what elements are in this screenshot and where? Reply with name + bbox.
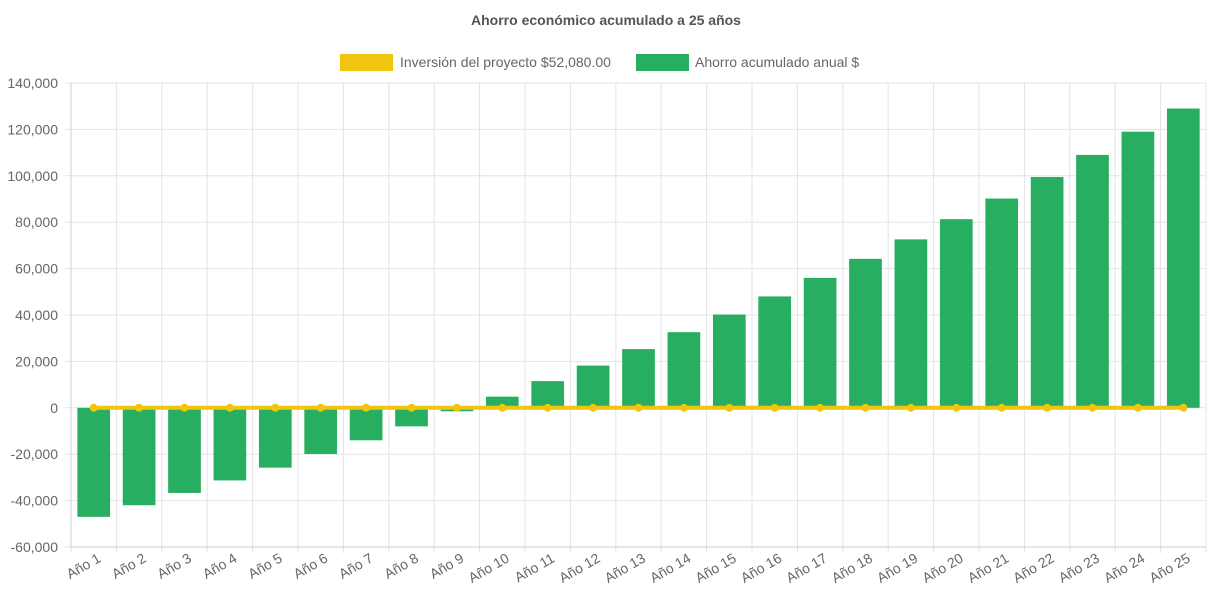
x-axis: Año 1 Año 2 Año 3 Año 4 Año 5 Año 6 Año 7 Año 8…	[64, 546, 1206, 586]
x-tick-label: Año 4	[200, 550, 240, 582]
legend-label-investment: Inversión del proyecto $52,080.00	[400, 54, 611, 70]
point-investment[interactable]	[1179, 403, 1188, 412]
y-tick-label: 140,000	[7, 75, 58, 91]
point-investment[interactable]	[816, 403, 825, 412]
point-investment[interactable]	[543, 403, 552, 412]
y-tick-label: 60,000	[15, 261, 58, 277]
point-investment[interactable]	[316, 403, 325, 412]
legend-item-investment[interactable]: Inversión del proyecto $52,080.00	[340, 54, 611, 71]
y-tick-label: -40,000	[11, 493, 59, 509]
x-tick-label: Año 7	[336, 550, 376, 582]
point-investment[interactable]	[225, 403, 234, 412]
bar-savings[interactable]	[894, 239, 928, 408]
bar-savings[interactable]	[1166, 108, 1200, 408]
bar-savings[interactable]	[622, 349, 655, 408]
point-investment[interactable]	[634, 403, 643, 412]
x-tick-label: Año 22	[1010, 550, 1057, 586]
bar-savings[interactable]	[258, 407, 292, 468]
x-tick-label: Año 9	[427, 550, 467, 582]
point-investment[interactable]	[770, 403, 779, 412]
point-investment[interactable]	[725, 403, 734, 412]
chart-title: Ahorro económico acumulado a 25 años	[471, 12, 741, 28]
y-tick-label: -20,000	[11, 446, 59, 462]
legend: Inversión del proyecto $52,080.00 Ahorro…	[340, 54, 859, 71]
bar-savings[interactable]	[485, 396, 519, 408]
bar-savings[interactable]	[712, 314, 746, 408]
point-investment[interactable]	[362, 403, 371, 412]
y-tick-label: 100,000	[7, 168, 58, 184]
bar-series	[77, 108, 1200, 517]
point-investment[interactable]	[952, 403, 961, 412]
line-series	[89, 403, 1188, 412]
x-tick-label: Año 14	[647, 550, 694, 586]
x-tick-label: Año 16	[738, 550, 785, 586]
point-investment[interactable]	[271, 403, 280, 412]
bar-savings[interactable]	[304, 407, 338, 454]
point-investment[interactable]	[452, 403, 461, 412]
x-tick-label: Año 10	[465, 550, 512, 586]
x-tick-label: Año 8	[381, 550, 421, 582]
bar-savings[interactable]	[849, 258, 882, 408]
bar-savings[interactable]	[576, 365, 610, 408]
x-tick-label: Año 6	[291, 550, 331, 582]
bar-savings[interactable]	[1121, 131, 1155, 408]
bar-savings[interactable]	[939, 219, 973, 408]
bar-savings[interactable]	[1030, 176, 1064, 408]
point-investment[interactable]	[498, 403, 507, 412]
x-tick-label: Año 1	[64, 550, 104, 582]
x-tick-label: Año 17	[783, 550, 830, 586]
bar-savings[interactable]	[168, 407, 201, 493]
point-investment[interactable]	[861, 403, 870, 412]
point-investment[interactable]	[1088, 403, 1097, 412]
y-tick-label: 80,000	[15, 214, 58, 230]
y-tick-label: 120,000	[7, 121, 58, 137]
bar-savings[interactable]	[395, 407, 428, 427]
x-tick-label: Año 15	[692, 550, 739, 586]
x-tick-label: Año 20	[919, 550, 966, 586]
x-tick-label: Año 21	[965, 550, 1012, 586]
x-tick-label: Año 11	[512, 550, 558, 586]
point-investment[interactable]	[1043, 403, 1052, 412]
y-axis: 140,000 120,000 100,000 80,000 60,000 40,000 2…	[7, 75, 72, 555]
x-tick-label: Año 18	[829, 550, 876, 586]
y-tick-label: -60,000	[11, 539, 59, 555]
point-investment[interactable]	[906, 403, 915, 412]
legend-swatch-savings	[636, 54, 689, 71]
legend-label-savings: Ahorro acumulado anual $	[695, 54, 859, 70]
point-investment[interactable]	[135, 403, 144, 412]
x-tick-label: Año 25	[1146, 550, 1193, 586]
x-tick-label: Año 19	[874, 550, 921, 586]
bar-savings[interactable]	[985, 198, 1019, 408]
bar-savings[interactable]	[77, 407, 111, 517]
x-tick-label: Año 23	[1056, 550, 1103, 586]
x-tick-label: Año 5	[245, 550, 285, 582]
y-tick-label: 20,000	[15, 353, 58, 369]
y-tick-label: 0	[50, 400, 58, 416]
point-investment[interactable]	[997, 403, 1006, 412]
legend-item-savings[interactable]: Ahorro acumulado anual $	[636, 54, 859, 71]
point-investment[interactable]	[589, 403, 598, 412]
bar-savings[interactable]	[213, 407, 247, 481]
bar-savings[interactable]	[122, 407, 156, 506]
y-tick-label: 40,000	[15, 307, 58, 323]
x-tick-label: Año 13	[602, 550, 649, 586]
bar-savings[interactable]	[667, 332, 701, 408]
point-investment[interactable]	[679, 403, 688, 412]
x-tick-label: Año 12	[556, 550, 603, 586]
bar-savings[interactable]	[531, 381, 565, 408]
point-investment[interactable]	[89, 403, 98, 412]
x-tick-label: Año 24	[1101, 550, 1148, 586]
bar-savings[interactable]	[349, 407, 383, 441]
point-investment[interactable]	[180, 403, 189, 412]
bar-savings[interactable]	[758, 296, 792, 408]
x-tick-label: Año 3	[154, 550, 194, 582]
legend-swatch-investment	[340, 54, 393, 71]
bar-savings[interactable]	[803, 277, 837, 408]
point-investment[interactable]	[1133, 403, 1142, 412]
point-investment[interactable]	[407, 403, 416, 412]
x-tick-label: Año 2	[109, 550, 149, 582]
bar-savings[interactable]	[1076, 154, 1109, 408]
